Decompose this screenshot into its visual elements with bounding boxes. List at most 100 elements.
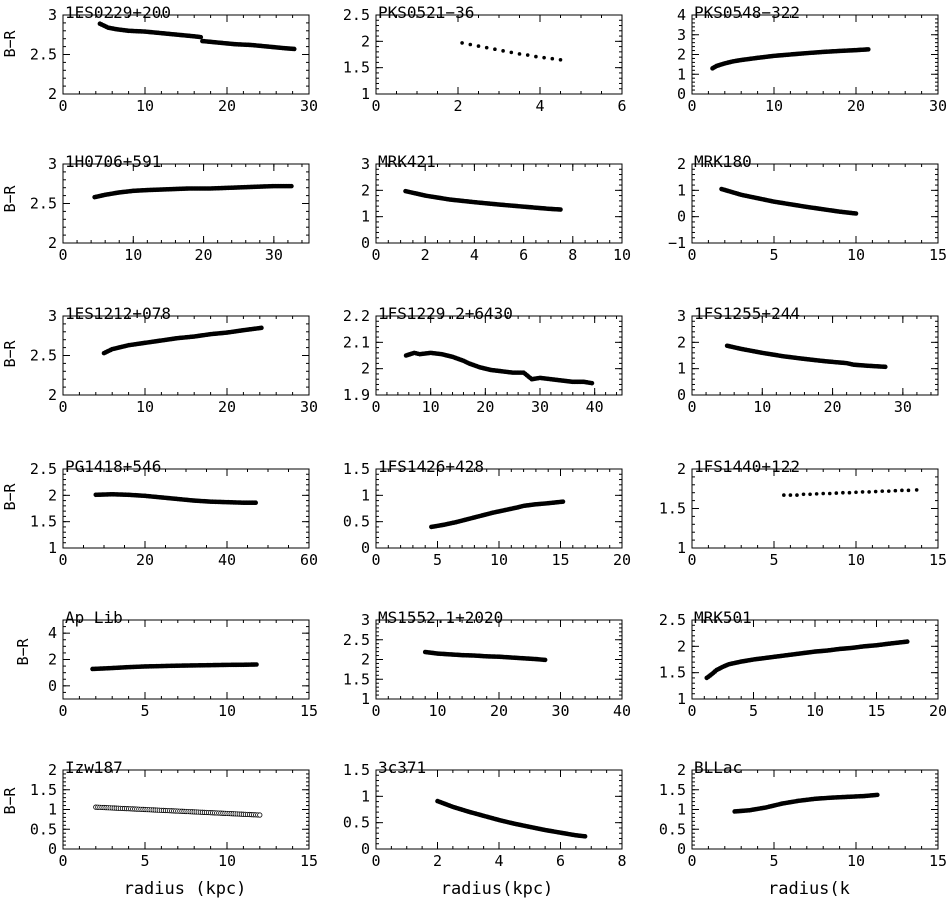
data-points	[403, 188, 563, 212]
y-tick-label: 3	[48, 155, 57, 173]
y-tick-label: 1.5	[343, 670, 370, 688]
x-tick-label: 30	[531, 398, 549, 416]
x-tick-label: 10	[490, 551, 508, 569]
y-tick-label: 2	[677, 460, 686, 478]
x-tick-label: 0	[687, 702, 696, 720]
data-points	[719, 186, 859, 216]
ylabel-row-2: B−R	[1, 184, 19, 212]
data-point	[468, 42, 473, 47]
x-tick-label: 5	[769, 246, 778, 264]
data-point	[873, 489, 878, 494]
data-point	[560, 499, 566, 504]
x-tick-label: 15	[551, 551, 569, 569]
data-point	[589, 380, 595, 386]
data-point	[821, 491, 825, 496]
data-point	[550, 56, 555, 61]
plot-frame	[691, 619, 939, 700]
y-tick-label: 1	[361, 486, 370, 504]
y-tick-label: 0.5	[343, 814, 370, 832]
data-points	[93, 804, 263, 818]
y-tick-label: 2	[677, 46, 686, 64]
y-tick-label: 1.5	[30, 781, 57, 799]
data-point	[853, 211, 859, 216]
data-point	[882, 364, 888, 370]
x-tick-label: 10	[806, 702, 824, 720]
y-tick-label: 1	[361, 690, 370, 708]
y-tick-label: 0	[48, 677, 57, 695]
x-tick-label: 0	[58, 852, 67, 870]
panel-title: 3c371	[378, 758, 426, 777]
plot-frame	[691, 315, 939, 396]
y-tick-label: 1	[677, 360, 686, 378]
x-tick-label: 5	[140, 702, 149, 720]
x-tick-label: 30	[551, 702, 569, 720]
data-point	[534, 54, 538, 59]
x-tick-label: 15	[300, 852, 318, 870]
y-tick-label: 0.5	[343, 513, 370, 531]
x-tick-label: 8	[568, 246, 577, 264]
y-tick-label: 3	[48, 6, 57, 24]
x-tick-label: 5	[140, 852, 149, 870]
x-tick-label: 4	[535, 97, 544, 115]
x-tick-label: 10	[218, 702, 236, 720]
panel-7: 0 10 20 30 2 2.5 3 1ES1212+078	[30, 304, 318, 416]
x-tick-label: 5	[769, 551, 778, 569]
x-tick-label: 30	[300, 97, 318, 115]
xlabel-col-1: radius (kpc)	[124, 879, 247, 899]
y-tick-label: 0	[361, 234, 370, 252]
data-point	[866, 47, 871, 52]
data-point	[289, 183, 294, 189]
x-tick-label: 30	[929, 97, 947, 115]
panel-10: 0 20 40 60 1 1.5 2 2.5 PG1418+546	[30, 457, 318, 569]
panel-title: 1FS1440+122	[694, 457, 800, 476]
x-tick-label: 0	[687, 97, 696, 115]
data-point	[904, 639, 910, 644]
plot-frame	[62, 163, 310, 244]
panel-12: 0 5 10 15 1 1.5 2 1FS1440+122	[659, 457, 947, 569]
y-tick-label: 1.5	[659, 500, 686, 518]
ylabel-row-6: B−R	[1, 786, 19, 814]
data-point	[808, 492, 812, 497]
x-tick-label: 40	[586, 398, 604, 416]
x-tick-label: 10	[765, 97, 783, 115]
data-points	[97, 21, 297, 52]
plot-frame	[375, 315, 623, 396]
x-tick-label: 20	[476, 398, 494, 416]
xlabel-col-3: radius(k	[768, 879, 850, 899]
data-point	[788, 493, 793, 497]
y-tick-label: 0.5	[659, 820, 686, 838]
y-tick-label: 2.5	[343, 631, 370, 649]
data-point	[582, 834, 588, 839]
panel-9: 0 10 20 30 0 1 2 3 1FS1255+244	[677, 304, 939, 416]
data-point	[259, 325, 264, 331]
y-tick-label: 2	[361, 651, 370, 669]
data-point	[906, 488, 911, 493]
panel-title: MRK180	[694, 152, 752, 171]
y-tick-label: 1	[677, 539, 686, 557]
y-tick-label: 2	[48, 85, 57, 103]
x-tick-label: 0	[687, 551, 696, 569]
panel-title: MRK501	[694, 608, 752, 627]
data-point	[875, 792, 880, 798]
y-tick-label: 2	[361, 32, 370, 50]
y-tick-label: 1	[361, 787, 370, 805]
panel-title: 1FS1229.2+6430	[378, 304, 513, 323]
y-tick-label: 3	[677, 307, 686, 325]
plot-frame	[62, 619, 310, 700]
y-tick-label: 2	[48, 486, 57, 504]
y-tick-label: 2.5	[30, 460, 57, 478]
data-points	[732, 792, 880, 814]
x-tick-label: 6	[556, 852, 565, 870]
x-tick-label: 10	[136, 398, 154, 416]
x-tick-label: 10	[847, 246, 865, 264]
x-tick-label: 15	[867, 702, 885, 720]
y-tick-label: 1	[361, 208, 370, 226]
y-tick-label: 2	[48, 234, 57, 252]
y-tick-label: 2	[677, 637, 686, 655]
y-tick-label: 3	[361, 155, 370, 173]
y-tick-label: 1	[677, 181, 686, 199]
